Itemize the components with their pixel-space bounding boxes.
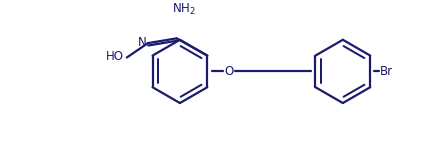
Text: O: O [224, 65, 233, 78]
Text: HO: HO [106, 50, 124, 63]
Text: NH$_2$: NH$_2$ [172, 2, 196, 17]
Text: N: N [138, 36, 147, 49]
Text: Br: Br [380, 65, 393, 78]
